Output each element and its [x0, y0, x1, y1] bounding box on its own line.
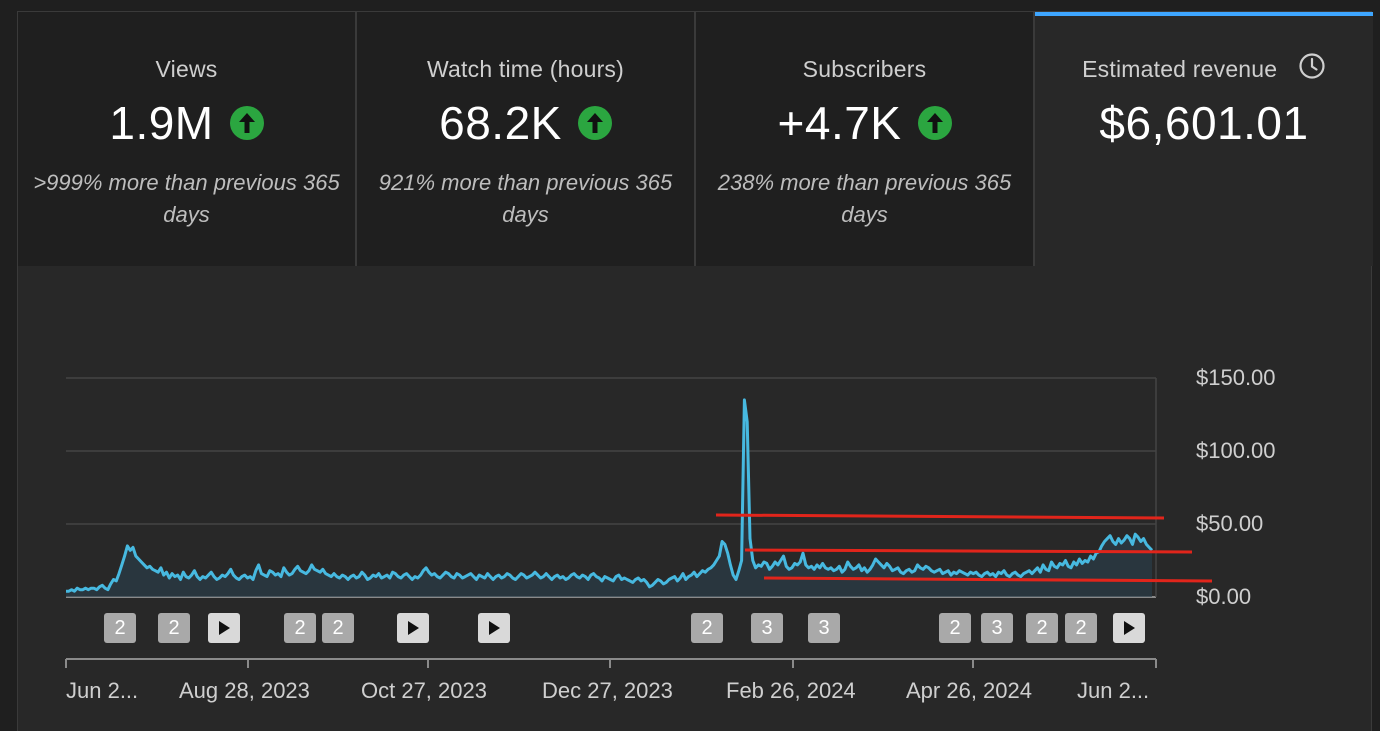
tab-value: 1.9M [109, 97, 214, 149]
tab-estimated-revenue[interactable]: Estimated revenue $6,601.01 [1035, 12, 1373, 266]
comparison-text: >999% more than previous 365 days [33, 170, 340, 227]
tab-value: 68.2K [439, 97, 562, 149]
tab-title: Watch time (hours) [426, 56, 624, 82]
arrow-up-icon [229, 106, 264, 140]
event-marker[interactable]: 2 [158, 613, 190, 643]
play-icon[interactable] [208, 613, 240, 643]
play-icon[interactable] [478, 613, 510, 643]
tab-value: +4.7K [777, 97, 902, 149]
event-marker[interactable]: 3 [751, 613, 783, 643]
comparison-text: 238% more than previous 365 days [717, 170, 1012, 227]
y-tick-label: $50.00 [1196, 511, 1264, 536]
play-icon[interactable] [1113, 613, 1145, 643]
x-tick-label: Jun 2... [1077, 678, 1150, 703]
arrow-up-icon [577, 106, 612, 140]
metric-tabs: Views 1.9M >999% more than previous 365 … [18, 12, 1373, 266]
event-marker[interactable]: 2 [939, 613, 971, 643]
arrow-up-icon [917, 106, 952, 140]
x-tick-label: Feb 26, 2024 [726, 678, 856, 703]
tab-title: Subscribers [802, 56, 927, 82]
annotation-line [715, 513, 1165, 520]
annotation-line [744, 548, 1193, 554]
tab-title: Estimated revenue [1082, 56, 1278, 83]
play-icon[interactable] [397, 613, 429, 643]
y-tick-label: $150.00 [1196, 365, 1276, 390]
annotation-line [763, 576, 1213, 583]
series-area [66, 399, 1152, 597]
event-marker[interactable]: 2 [1065, 613, 1097, 643]
analytics-card: Views 1.9M >999% more than previous 365 … [17, 11, 1373, 731]
x-tick-label: Dec 27, 2023 [542, 678, 673, 703]
tab-value: $6,601.01 [1099, 97, 1309, 149]
event-marker[interactable]: 2 [322, 613, 354, 643]
event-marker[interactable]: 3 [808, 613, 840, 643]
y-tick-label: $100.00 [1196, 438, 1276, 463]
event-marker[interactable]: 3 [981, 613, 1013, 643]
x-tick-label: Jun 2... [66, 678, 139, 703]
tab-title: Views [155, 56, 218, 82]
tab-subscribers[interactable]: Subscribers +4.7K 238% more than previou… [696, 12, 1035, 266]
event-marker[interactable]: 2 [1026, 613, 1058, 643]
tab-watch-time[interactable]: Watch time (hours) 68.2K 921% more than … [357, 12, 696, 266]
event-marker[interactable]: 2 [104, 613, 136, 643]
x-tick-label: Oct 27, 2023 [361, 678, 487, 703]
comparison-text: 921% more than previous 365 days [378, 170, 673, 227]
y-tick-label: $0.00 [1196, 584, 1252, 609]
event-marker[interactable]: 2 [284, 613, 316, 643]
x-tick-label: Aug 28, 2023 [179, 678, 310, 703]
x-tick-label: Apr 26, 2024 [906, 678, 1032, 703]
event-marker[interactable]: 2 [691, 613, 723, 643]
series-line [66, 398, 1154, 593]
tab-views[interactable]: Views 1.9M >999% more than previous 365 … [18, 12, 357, 266]
clock-icon[interactable] [1298, 52, 1326, 86]
